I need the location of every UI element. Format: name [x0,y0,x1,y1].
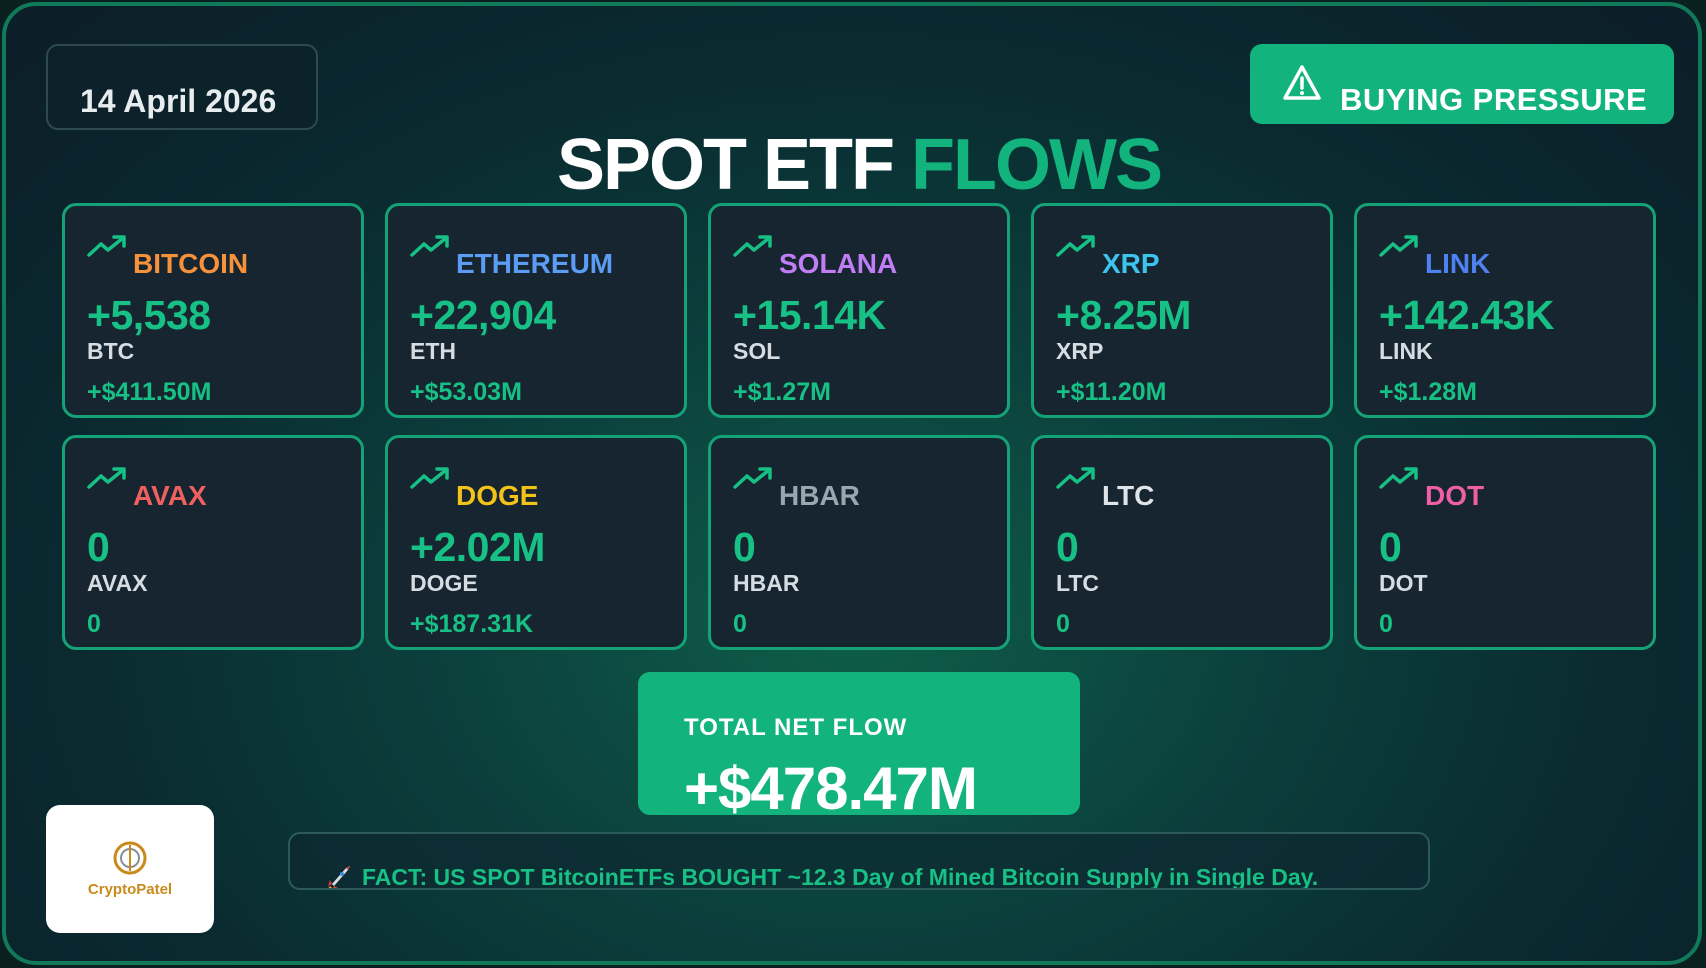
trending-up-icon [1379,467,1418,489]
warning-triangle-icon [1283,65,1321,100]
page-title: SPOT ETF FLOWS [6,124,1698,206]
asset-amount: +2.02M [410,524,545,570]
asset-card-sol: SOLANA +15.14K SOL +$1.27M [708,203,1010,418]
trending-up-icon [1056,235,1095,257]
asset-name: HBAR [779,480,860,511]
asset-name: DOGE [456,480,539,511]
asset-card-hbar: HBAR 0 HBAR 0 [708,435,1010,650]
asset-name: SOLANA [779,248,898,279]
asset-amount: 0 [87,524,110,570]
date-badge: 14 April 2026 [46,44,318,130]
asset-usd-flow: +$411.50M [87,378,212,406]
logo-text: CryptoPatel [87,881,173,898]
asset-usd-flow: +$11.20M [1056,378,1167,406]
asset-amount: +142.43K [1379,292,1554,338]
asset-ticker: HBAR [733,570,800,596]
asset-amount: +5,538 [87,292,211,338]
asset-usd-flow: +$53.03M [410,378,522,406]
asset-usd-flow: 0 [733,610,747,638]
asset-name: LINK [1425,248,1491,279]
status-badge-label: BUYING PRESSURE [1340,82,1648,117]
asset-amount: 0 [733,524,756,570]
trending-up-icon [733,235,772,257]
trending-up-icon [410,235,449,257]
asset-name: XRP [1102,248,1160,279]
date-text: 14 April 2026 [80,83,277,119]
asset-card-dot: DOT 0 DOT 0 [1354,435,1656,650]
asset-ticker: DOGE [410,570,478,596]
trending-up-icon [1379,235,1418,257]
asset-card-eth: ETHEREUM +22,904 ETH +$53.03M [385,203,687,418]
asset-card-btc: BITCOIN +5,538 BTC +$411.50M [62,203,364,418]
asset-usd-flow: +$1.28M [1379,378,1477,406]
asset-ticker: DOT [1379,570,1428,596]
asset-name: BITCOIN [133,248,249,279]
asset-amount: 0 [1056,524,1079,570]
asset-usd-flow: +$187.31K [410,610,534,638]
fact-banner: FACT: US SPOT BitcoinETFs BOUGHT ~12.3 D… [288,832,1430,890]
asset-amount: +22,904 [410,292,556,338]
asset-usd-flow: 0 [1056,610,1070,638]
fact-text: FACT: US SPOT BitcoinETFs BOUGHT ~12.3 D… [362,864,1319,890]
asset-amount: 0 [1379,524,1402,570]
asset-card-link: LINK +142.43K LINK +$1.28M [1354,203,1656,418]
asset-ticker: XRP [1056,338,1104,364]
trending-up-icon [1056,467,1095,489]
total-net-flow-value: +$478.47M [684,755,978,815]
asset-usd-flow: +$1.27M [733,378,831,406]
asset-ticker: ETH [410,338,456,364]
asset-card-avax: AVAX 0 AVAX 0 [62,435,364,650]
asset-name: ETHEREUM [456,248,614,279]
asset-usd-flow: 0 [1379,610,1393,638]
trending-up-icon [87,467,126,489]
logo-mark-icon [113,841,147,875]
rocket-icon [328,866,350,888]
asset-card-ltc: LTC 0 LTC 0 [1031,435,1333,650]
asset-ticker: LINK [1379,338,1433,364]
asset-name: AVAX [133,480,207,511]
asset-ticker: BTC [87,338,135,364]
asset-usd-flow: 0 [87,610,101,638]
asset-ticker: SOL [733,338,781,364]
status-badge: BUYING PRESSURE [1250,44,1674,124]
total-net-flow-card: TOTAL NET FLOW +$478.47M [638,672,1080,815]
trending-up-icon [410,467,449,489]
asset-ticker: AVAX [87,570,148,596]
asset-amount: +8.25M [1056,292,1191,338]
asset-card-xrp: XRP +8.25M XRP +$11.20M [1031,203,1333,418]
asset-name: LTC [1102,480,1155,511]
asset-card-doge: DOGE +2.02M DOGE +$187.31K [385,435,687,650]
trending-up-icon [87,235,126,257]
page-title-part1: SPOT ETF [557,125,895,205]
total-net-flow-label: TOTAL NET FLOW [684,714,908,741]
page-title-part2: FLOWS [911,125,1163,205]
asset-name: DOT [1425,480,1485,511]
asset-amount: +15.14K [733,292,886,338]
logo: CryptoPatel [46,805,214,933]
trending-up-icon [733,467,772,489]
asset-ticker: LTC [1056,570,1100,596]
